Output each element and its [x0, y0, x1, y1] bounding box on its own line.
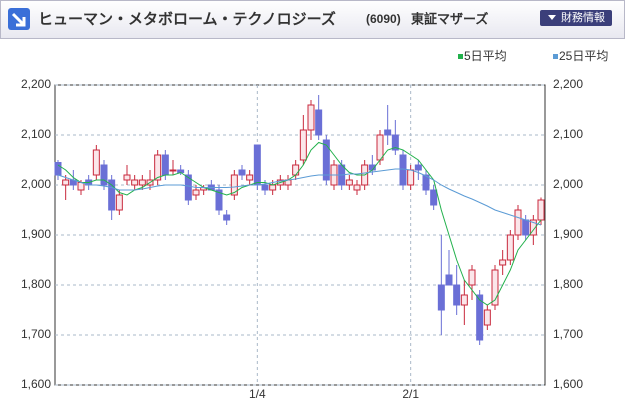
candle-body [123, 174, 131, 181]
candle-body [315, 109, 323, 136]
candle-body [131, 179, 139, 186]
header [0, 0, 625, 39]
candle-body [422, 174, 430, 191]
y-tick-label: 1,800 [21, 277, 51, 291]
candle-body [445, 274, 453, 286]
candle-body [399, 154, 407, 186]
button-label[interactable]: 財務情報 [561, 10, 605, 24]
ma-line [57, 141, 542, 306]
icon-arrow [11, 12, 26, 27]
candle-body [108, 179, 116, 211]
title: ヒューマン・メタボローム・テクノロジーズ [38, 10, 336, 28]
candle-body [483, 309, 491, 326]
candle-body [514, 209, 522, 236]
button-icon [548, 15, 556, 20]
candle-body [115, 194, 123, 211]
candle-body [407, 169, 415, 186]
candle-body [100, 164, 108, 186]
candle-body [169, 169, 177, 172]
legend-label: 25日平均 [559, 49, 608, 63]
candle-body [230, 174, 238, 196]
candle-body [345, 179, 353, 186]
candle-body [223, 214, 231, 221]
y2-tick-label: 2,100 [553, 127, 583, 141]
y-tick-label: 1,900 [21, 227, 51, 241]
candle-body [192, 189, 200, 196]
y-tick-label: 1,700 [21, 327, 51, 341]
candle-body [62, 179, 70, 186]
candle-body [184, 174, 192, 201]
candle-body [491, 269, 499, 306]
candle-body [261, 184, 269, 191]
candle-body [476, 294, 484, 341]
y-tick-label: 2,200 [21, 77, 51, 91]
candle-body [161, 154, 169, 176]
candle-body [437, 284, 445, 311]
candle-body [54, 162, 62, 176]
candle-body [376, 134, 384, 161]
candle-body [537, 199, 545, 221]
y2-tick-label: 2,000 [553, 177, 583, 191]
code: (6090) [366, 12, 401, 26]
y-tick-label: 1,600 [21, 377, 51, 391]
candle-body [299, 129, 307, 161]
market: 東証マザーズ [411, 11, 488, 26]
candle-body [138, 179, 146, 186]
legend-label: 5日平均 [464, 49, 507, 63]
candle-body [246, 174, 254, 181]
candle-body [506, 234, 514, 261]
candle-body [460, 294, 468, 306]
candle-body [384, 129, 392, 136]
y2-tick-label: 1,600 [553, 377, 583, 391]
candle-body [154, 154, 162, 181]
candle-body [253, 144, 261, 186]
candle-body [215, 189, 223, 211]
candle-body [430, 189, 438, 206]
legend-swatch [458, 54, 463, 59]
candle-body [499, 259, 507, 266]
button[interactable] [540, 10, 612, 26]
candle-body [522, 219, 530, 236]
legend-swatch [553, 54, 558, 59]
candle-body [322, 139, 330, 181]
candle-body [92, 149, 100, 176]
candle-body [468, 269, 476, 286]
y-tick-label: 2,100 [21, 127, 51, 141]
candle-body [238, 169, 246, 176]
x-tick-label: 2/1 [402, 387, 419, 401]
candle-body [391, 134, 399, 151]
y2-tick-label: 1,700 [553, 327, 583, 341]
candle-body [269, 184, 277, 191]
candle-body [292, 164, 300, 176]
y2-tick-label: 1,900 [553, 227, 583, 241]
y-tick-label: 2,000 [21, 177, 51, 191]
ma-line [57, 168, 542, 226]
y2-tick-label: 2,200 [553, 77, 583, 91]
y2-tick-label: 1,800 [553, 277, 583, 291]
candle-body [353, 184, 361, 191]
candle-body [414, 164, 422, 171]
candle-body [307, 104, 315, 131]
x-tick-label: 1/4 [249, 387, 266, 401]
candle-body [453, 284, 461, 306]
candle-body [529, 219, 537, 236]
